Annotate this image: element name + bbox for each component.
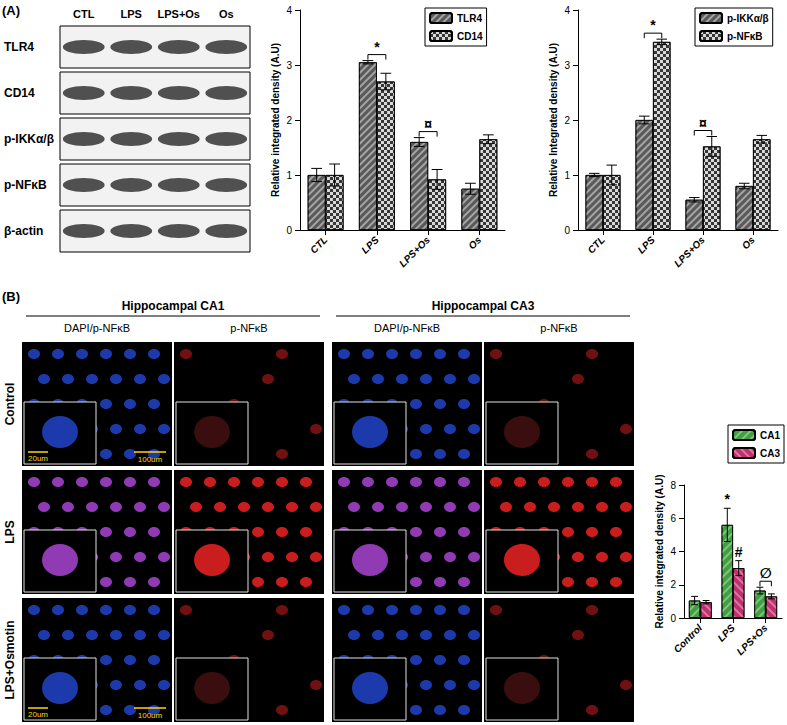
svg-text:CA3: CA3 [760,448,780,459]
svg-text:6: 6 [670,513,676,524]
svg-text:20um: 20um [28,454,48,463]
svg-text:2: 2 [670,579,676,590]
svg-text:p-IKKα/β: p-IKKα/β [4,132,54,146]
svg-text:*: * [725,491,731,507]
svg-text:Control: Control [671,622,704,655]
svg-text:Os: Os [740,234,758,252]
svg-text:(B): (B) [2,289,20,304]
svg-text:¤: ¤ [424,116,432,132]
svg-text:p-NFκB: p-NFκB [230,322,267,334]
svg-text:Relative integrated density (A: Relative integrated density (A.U) [270,43,281,197]
svg-text:LPS+Os: LPS+Os [734,622,769,657]
svg-text:4: 4 [564,5,570,16]
svg-text:p-NFκB: p-NFκB [727,31,763,42]
svg-text:LPS: LPS [121,8,142,20]
svg-text:(A): (A) [2,3,20,18]
svg-text:LPS: LPS [359,234,381,256]
svg-text:3: 3 [286,60,292,71]
svg-text:4: 4 [670,546,676,557]
svg-text:LPS+Os: LPS+Os [672,234,707,269]
svg-text:β-actin: β-actin [4,224,43,238]
svg-text:DAPI/p-NFκB: DAPI/p-NFκB [64,322,130,334]
svg-text:100um: 100um [138,455,163,464]
svg-text:Os: Os [219,8,234,20]
svg-text:4: 4 [286,5,292,16]
svg-text:¤: ¤ [699,115,707,131]
svg-text:*: * [374,39,380,55]
svg-text:p-NFκB: p-NFκB [4,178,47,192]
svg-text:0: 0 [670,613,676,624]
svg-text:CD14: CD14 [457,31,483,42]
svg-text:8: 8 [670,480,676,491]
svg-text:LPS: LPS [635,234,657,256]
svg-text:2: 2 [286,115,292,126]
svg-text:0: 0 [286,225,292,236]
svg-text:Relative integrated density (A: Relative integrated density (A.U) [654,475,665,629]
svg-text:2: 2 [564,115,570,126]
svg-text:LPS+Os: LPS+Os [158,8,201,20]
svg-text:20um: 20um [28,710,48,719]
svg-text:Hippocampal CA1: Hippocampal CA1 [122,299,225,313]
svg-text:0: 0 [564,225,570,236]
svg-text:#: # [735,544,743,560]
svg-text:Relative Integrated density (A: Relative Integrated density (A.U) [548,43,559,197]
svg-text:DAPI/p-NFκB: DAPI/p-NFκB [374,322,440,334]
svg-text:LPS: LPS [715,622,737,644]
svg-text:Os: Os [466,234,484,252]
svg-text:1: 1 [286,170,292,181]
svg-text:100um: 100um [138,711,163,720]
svg-text:p-NFκB: p-NFκB [540,322,577,334]
svg-text:CTL: CTL [73,8,95,20]
svg-text:LPS+Osmotin: LPS+Osmotin [3,620,17,699]
svg-text:*: * [650,17,656,33]
svg-text:LPS: LPS [3,520,17,543]
svg-text:TLR4: TLR4 [4,40,34,54]
svg-text:CA1: CA1 [760,430,780,441]
svg-text:CTL: CTL [308,234,330,256]
svg-text:1: 1 [564,170,570,181]
svg-text:Control: Control [3,383,17,426]
svg-text:∅: ∅ [760,565,772,581]
svg-text:TLR4: TLR4 [457,13,482,24]
svg-text:3: 3 [564,60,570,71]
svg-text:p-IKKα/β: p-IKKα/β [727,13,769,24]
svg-text:LPS+Os: LPS+Os [397,234,432,269]
svg-text:CTL: CTL [585,234,607,256]
svg-text:Hippocampal CA3: Hippocampal CA3 [432,299,535,313]
svg-text:CD14: CD14 [4,86,35,100]
